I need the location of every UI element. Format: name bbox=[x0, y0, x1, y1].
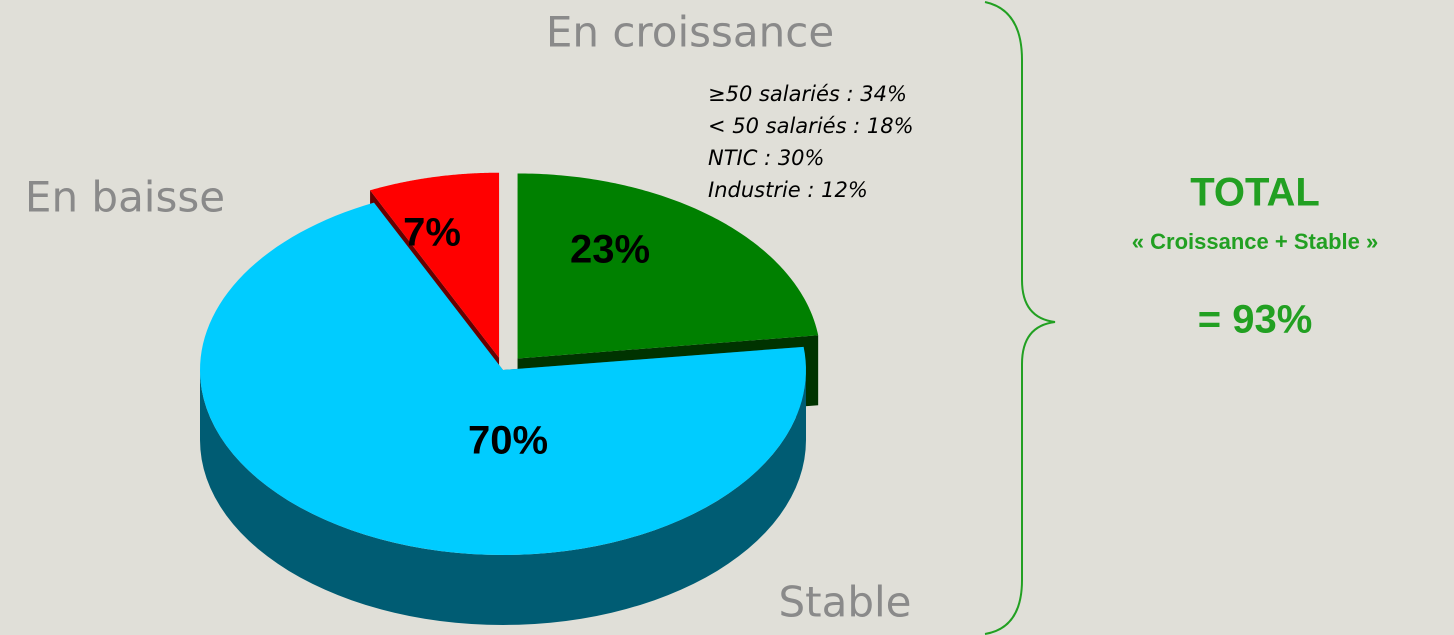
brace bbox=[984, 1, 1056, 635]
annotation: NTIC : 30% bbox=[708, 146, 825, 170]
value-label: 70% bbox=[468, 419, 548, 463]
annotation: Industrie : 12% bbox=[708, 178, 868, 202]
slice-side bbox=[200, 370, 806, 625]
category-label: En baisse bbox=[25, 173, 225, 222]
category-label: Stable bbox=[778, 578, 911, 627]
value-label: 23% bbox=[570, 228, 650, 272]
slice bbox=[370, 172, 500, 358]
annotation: ≥50 salariés : 34% bbox=[708, 82, 907, 106]
total-title: TOTAL bbox=[1190, 171, 1320, 215]
total-value: = 93% bbox=[1198, 298, 1313, 342]
value-label: 7% bbox=[403, 211, 461, 255]
pie bbox=[200, 172, 819, 625]
annotation: < 50 salariés : 18% bbox=[708, 114, 914, 138]
slice bbox=[517, 173, 819, 359]
slice bbox=[200, 202, 806, 555]
category-label: En croissance bbox=[546, 8, 834, 57]
total-subtitle: « Croissance + Stable » bbox=[1132, 229, 1378, 254]
